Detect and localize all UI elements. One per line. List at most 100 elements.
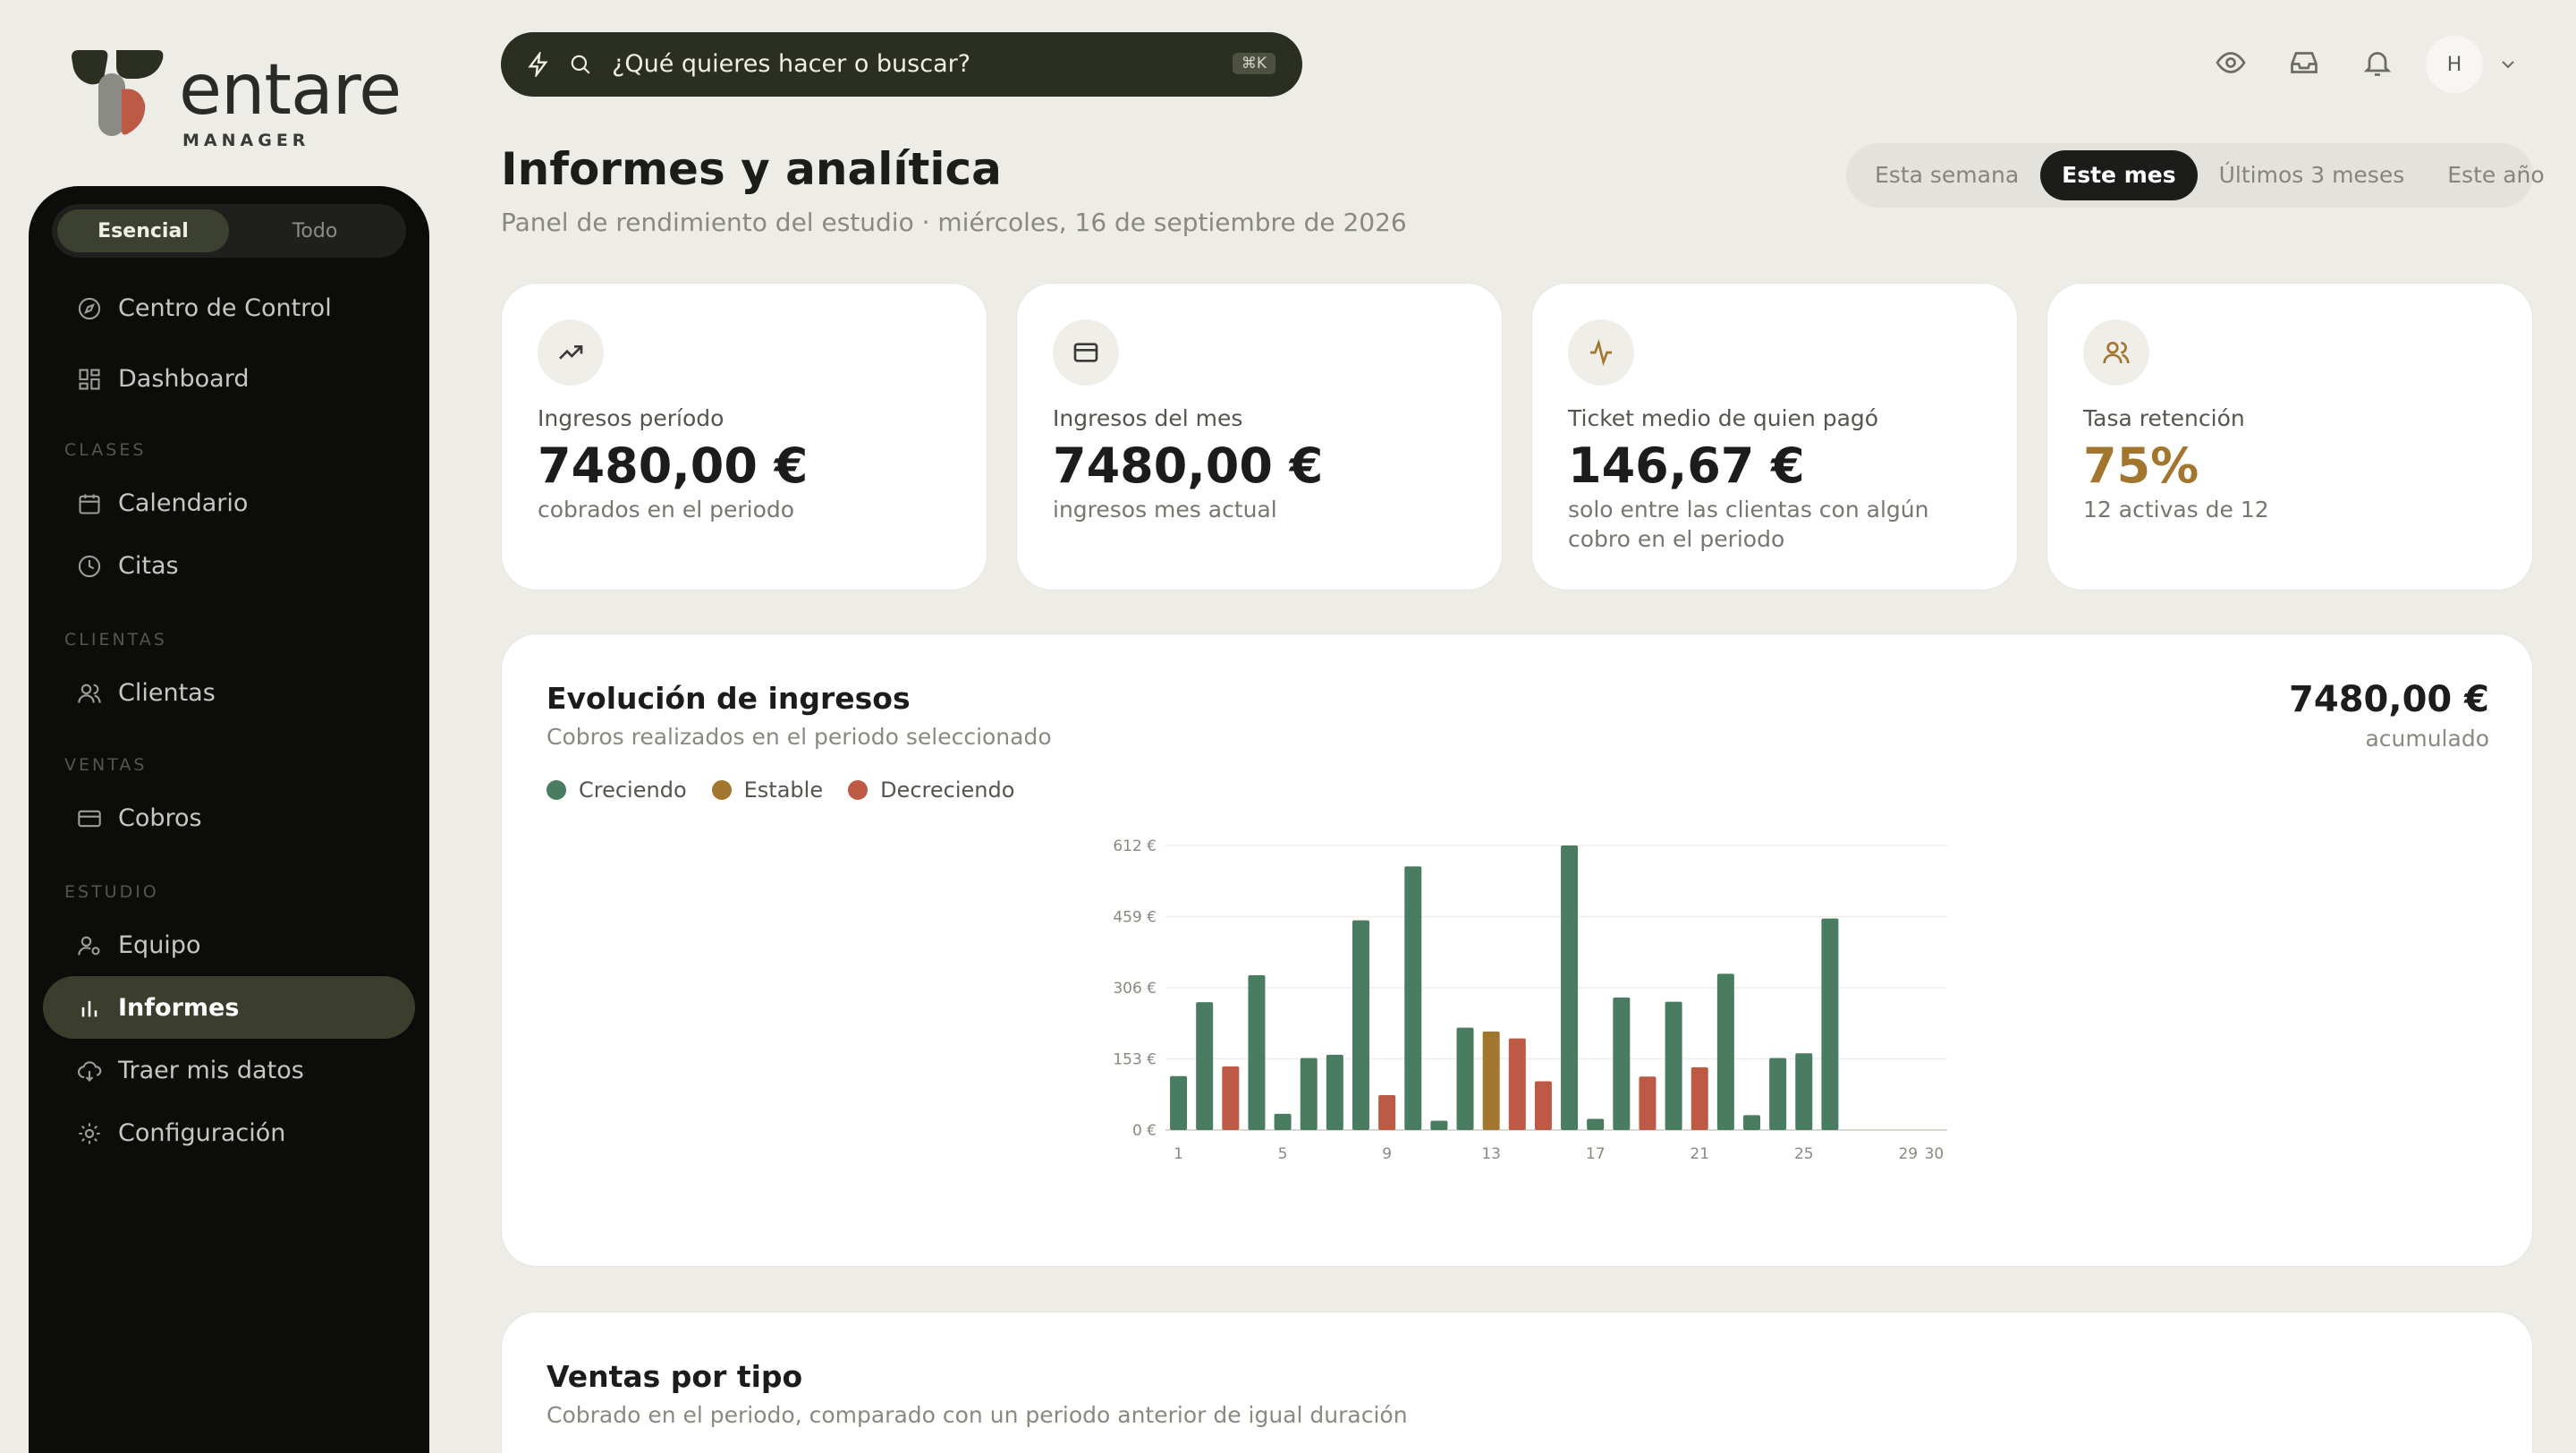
tab-este-mes[interactable]: Este mes (2040, 150, 2198, 200)
sidebar-item-label: Informes (118, 993, 240, 1022)
chart-legend: Creciendo Estable Decreciendo (547, 777, 1014, 803)
bar-day-25[interactable] (1795, 1053, 1813, 1130)
bar-day-24[interactable] (1769, 1058, 1787, 1130)
revenue-chart-card: Evolución de ingresos Cobros realizados … (501, 633, 2533, 1267)
sidebar-mode-toggle: Esencial Todo (52, 204, 406, 258)
bar-day-2[interactable] (1196, 1002, 1214, 1130)
user-avatar[interactable]: H (2426, 36, 2483, 93)
bar-day-16[interactable] (1561, 845, 1579, 1130)
clock-icon (78, 555, 101, 578)
sidebar-item-label: Citas (118, 551, 179, 580)
bar-day-1[interactable] (1170, 1075, 1188, 1130)
bar-day-17[interactable] (1587, 1118, 1605, 1130)
kpi-icon-wrap (1568, 319, 1634, 386)
card-icon (1073, 343, 1098, 362)
mode-todo[interactable]: Todo (292, 219, 338, 242)
kpi-icon-wrap (2083, 319, 2149, 386)
legend-swatch (848, 780, 869, 800)
eye-icon[interactable] (2215, 47, 2247, 79)
bell-icon[interactable] (2361, 47, 2394, 79)
x-tick-label: 1 (1174, 1145, 1183, 1163)
page-title: Informes y analítica (501, 143, 1002, 195)
kpi-card-tasa-retencion: Tasa retención 75% 12 activas de 12 (2046, 283, 2533, 591)
tab-este-ano[interactable]: Este año (2447, 162, 2545, 188)
sidebar-item-calendario[interactable]: Calendario (43, 472, 415, 534)
sidebar-item-clientas[interactable]: Clientas (43, 661, 415, 724)
tab-esta-semana[interactable]: Esta semana (1875, 162, 2020, 188)
bar-day-4[interactable] (1248, 974, 1266, 1130)
command-search[interactable]: ¿Qué quieres hacer o buscar? ⌘K (501, 32, 1302, 97)
revenue-subtitle: Cobros realizados en el periodo seleccio… (547, 724, 1052, 750)
bar-day-12[interactable] (1456, 1027, 1474, 1130)
sidebar-item-citas[interactable]: Citas (43, 534, 415, 597)
inbox-icon[interactable] (2288, 47, 2320, 79)
bar-day-21[interactable] (1690, 1066, 1708, 1130)
sales-title: Ventas por tipo (547, 1359, 803, 1394)
sales-by-type-card: Ventas por tipo Cobrado en el periodo, c… (501, 1312, 2533, 1453)
x-tick-label: 25 (1794, 1145, 1814, 1163)
sidebar-item-label: Traer mis datos (118, 1056, 304, 1084)
bar-day-3[interactable] (1222, 1066, 1240, 1130)
bar-day-5[interactable] (1274, 1113, 1292, 1130)
brand-tagline: MANAGER (182, 131, 310, 150)
card-icon (78, 810, 101, 828)
bar-day-23[interactable] (1743, 1115, 1760, 1130)
x-tick-label: 29 (1898, 1145, 1918, 1163)
bar-day-22[interactable] (1716, 973, 1734, 1130)
team-icon (78, 936, 100, 956)
sidebar-item-label: Configuración (118, 1118, 286, 1147)
bar-day-13[interactable] (1482, 1031, 1500, 1130)
x-tick-label: 30 (1925, 1145, 1945, 1163)
kpi-value: 146,67 € (1568, 438, 1805, 494)
sidebar-item-configuracion[interactable]: Configuración (43, 1101, 415, 1164)
bar-day-26[interactable] (1821, 918, 1839, 1130)
tab-ultimos-3-meses[interactable]: Últimos 3 meses (2218, 162, 2405, 188)
mode-esencial[interactable]: Esencial (57, 209, 229, 252)
bar-day-15[interactable] (1534, 1081, 1552, 1130)
x-tick-label: 5 (1278, 1145, 1288, 1163)
trend-up-icon (559, 345, 583, 360)
bar-day-7[interactable] (1326, 1054, 1343, 1130)
kpi-card-ingresos-periodo: Ingresos período 7480,00 € cobrados en e… (501, 283, 987, 591)
kpi-label: Ingresos período (538, 405, 724, 431)
bar-day-11[interactable] (1430, 1120, 1448, 1130)
sales-subtitle: Cobrado en el periodo, comparado con un … (547, 1402, 1408, 1428)
sidebar-item-cobros[interactable]: Cobros (43, 786, 415, 849)
revenue-total: 7480,00 € (2289, 679, 2489, 720)
sidebar-item-dashboard[interactable]: Dashboard (43, 347, 415, 410)
legend-label: Estable (743, 777, 824, 803)
kpi-card-ticket-medio: Ticket medio de quien pagó 146,67 € solo… (1531, 283, 2018, 591)
chevron-down-icon[interactable] (2497, 54, 2519, 75)
bar-day-8[interactable] (1352, 920, 1369, 1130)
users-icon (78, 684, 101, 703)
bar-day-6[interactable] (1300, 1058, 1318, 1130)
compass-icon (78, 297, 101, 320)
bar-day-10[interactable] (1404, 866, 1422, 1130)
y-tick-label: 612 € (1113, 837, 1157, 855)
revenue-bar-chart: 0 € 153 € 306 € 459 € 612 € 1 5 9 13 17 21 25 29 30 (1113, 837, 1947, 1163)
sidebar-item-informes[interactable]: Informes (43, 976, 415, 1039)
kpi-note: 12 activas de 12 (2083, 497, 2269, 523)
brand-name: entare (179, 50, 402, 131)
brand-logo[interactable]: entare MANAGER (72, 50, 402, 150)
bar-day-9[interactable] (1378, 1095, 1396, 1130)
bar-day-14[interactable] (1508, 1038, 1526, 1130)
sidebar-item-label: Cobros (118, 803, 202, 832)
sidebar-item-label: Calendario (118, 489, 249, 517)
bar-day-18[interactable] (1613, 997, 1631, 1130)
legend-label: Decreciendo (880, 777, 1015, 803)
x-tick-label: 9 (1382, 1145, 1392, 1163)
sidebar-item-traer-mis-datos[interactable]: Traer mis datos (43, 1039, 415, 1101)
sidebar-item-centro-de-control[interactable]: Centro de Control (43, 276, 415, 339)
sidebar-item-label: Centro de Control (118, 293, 332, 322)
bar-day-20[interactable] (1665, 1001, 1682, 1130)
y-tick-label: 459 € (1113, 909, 1157, 927)
kpi-card-ingresos-mes: Ingresos del mes 7480,00 € ingresos mes … (1016, 283, 1503, 591)
sidebar-item-label: Clientas (118, 678, 216, 707)
dashboard-icon (79, 369, 100, 390)
legend-swatch (711, 780, 732, 800)
search-placeholder: ¿Qué quieres hacer o buscar? (612, 50, 971, 78)
y-tick-label: 153 € (1113, 1051, 1157, 1069)
bar-day-19[interactable] (1639, 1076, 1657, 1130)
sidebar-item-equipo[interactable]: Equipo (43, 913, 415, 976)
